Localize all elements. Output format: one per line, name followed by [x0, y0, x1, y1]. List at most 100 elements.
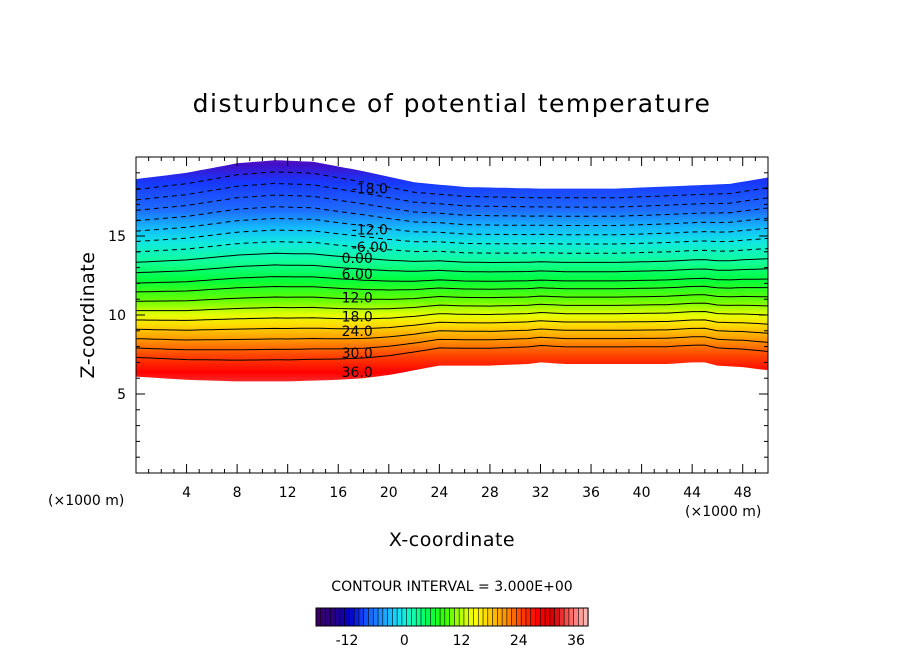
contour-line — [136, 276, 768, 284]
colorbar-cell — [325, 607, 331, 627]
x-tick-label: 8 — [233, 485, 242, 501]
colorbar-cell — [320, 607, 327, 627]
x-axis: 4 8 12 16 20 24 28 32 36 40 44 48 — [148, 157, 756, 501]
contour-line — [136, 336, 768, 351]
colorbar-cell — [377, 607, 384, 627]
contour-line — [136, 327, 768, 341]
colorbar-cell — [539, 607, 546, 627]
colorbar-cell — [339, 607, 346, 627]
contour-line — [136, 344, 768, 361]
contour-line — [136, 217, 768, 236]
y-axis-unit: (×1000 m) — [48, 493, 124, 509]
colorbar-cell — [382, 607, 389, 627]
colorbar-cell — [497, 607, 503, 627]
x-tick-label: 16 — [329, 485, 347, 501]
contour-label: 36.0 — [342, 365, 373, 381]
contour-line — [136, 310, 768, 321]
colorbar-cell — [578, 607, 584, 627]
colorbar-cell — [492, 607, 498, 627]
colorbar-cell — [454, 607, 460, 627]
colorbar-cell — [334, 607, 341, 627]
colorbar-cell — [458, 607, 465, 627]
colorbar-tick-label: -12 — [336, 633, 359, 649]
colorbar-cell — [315, 607, 322, 627]
colorbar-cell — [444, 607, 451, 627]
colorbar-cell — [353, 607, 360, 627]
contour-line — [136, 206, 768, 226]
contour-label: 12.0 — [342, 291, 373, 307]
contour-line — [136, 194, 768, 217]
colorbar-cell — [363, 607, 370, 627]
contour-field — [136, 160, 768, 382]
colorbar-tick-label: 0 — [400, 633, 409, 649]
contour-line — [136, 171, 768, 199]
colorbar-cell — [506, 607, 513, 627]
field-fill — [136, 160, 768, 382]
y-axis-label: Z-coordinate — [77, 252, 99, 379]
colorbar-cell — [396, 607, 403, 627]
colorbar-cell — [554, 607, 560, 627]
y-axis: 5 10 15 — [108, 172, 768, 458]
contour-line — [136, 252, 768, 263]
contour-label: 6.00 — [342, 267, 373, 283]
colorbar-cell — [549, 607, 556, 627]
colorbar-cell — [449, 607, 455, 627]
y-tick-label: 10 — [108, 308, 126, 324]
y-tick-label: 5 — [117, 387, 126, 403]
colorbar-cell — [372, 607, 379, 627]
colorbar-cell — [501, 607, 508, 627]
x-tick-label: 44 — [683, 485, 701, 501]
contour-line — [136, 182, 768, 208]
colorbar-cell — [468, 607, 475, 627]
x-axis-unit: (×1000 m) — [685, 504, 761, 520]
colorbar-cell — [387, 607, 393, 627]
colorbar-cell — [563, 607, 570, 627]
colorbar-cell — [401, 607, 408, 627]
chart-title: disturbunce of potential temperature — [193, 89, 712, 118]
x-tick-label: 32 — [532, 485, 550, 501]
colorbar-cell — [420, 607, 427, 627]
colorbar — [315, 607, 589, 627]
colorbar-ticks: -12 0 12 24 36 — [336, 633, 585, 649]
colorbar-cell — [358, 607, 365, 627]
colorbar-cell — [520, 607, 527, 627]
colorbar-cell — [439, 607, 446, 627]
contour-label: 18.0 — [342, 310, 373, 326]
contour-label: -18.0 — [352, 182, 388, 198]
colorbar-cell — [559, 607, 565, 627]
contour-line — [136, 264, 768, 274]
colorbar-cell — [573, 607, 580, 627]
contour-line — [136, 241, 768, 254]
contour-line — [136, 319, 768, 331]
colorbar-tick-label: 24 — [510, 633, 528, 649]
contour-label: 0.00 — [342, 251, 373, 267]
contour-lines — [136, 171, 768, 361]
colorbar-cell — [411, 607, 417, 627]
colorbar-frame — [315, 607, 589, 627]
colorbar-cell — [487, 607, 494, 627]
colorbar-cell — [511, 607, 518, 627]
contour-line — [136, 294, 768, 302]
x-tick-label: 36 — [582, 485, 600, 501]
colorbar-cell — [516, 607, 522, 627]
contour-label: -6.00 — [352, 240, 388, 256]
x-axis-label: X-coordinate — [389, 529, 515, 551]
colorbar-cell — [535, 607, 541, 627]
contour-labels: -18.0 -12.0-6.000.006.00 12.0 18.024.0 30.0 3… — [342, 182, 388, 381]
x-tick-label: 48 — [734, 485, 752, 501]
contour-interval: CONTOUR INTERVAL = 3.000E+00 — [331, 579, 572, 595]
x-tick-label: 4 — [182, 485, 191, 501]
colorbar-cell — [482, 607, 489, 627]
colorbar-tick-label: 12 — [453, 633, 471, 649]
colorbar-cell — [392, 607, 398, 627]
colorbar-cell — [344, 607, 351, 627]
colorbar-cell — [463, 607, 470, 627]
colorbar-cell — [530, 607, 537, 627]
colorbar-cell — [568, 607, 575, 627]
colorbar-cell — [430, 607, 436, 627]
x-tick-label: 20 — [380, 485, 398, 501]
colorbar-cell — [544, 607, 551, 627]
colorbar-cell — [434, 607, 441, 627]
x-tick-label: 40 — [633, 485, 651, 501]
